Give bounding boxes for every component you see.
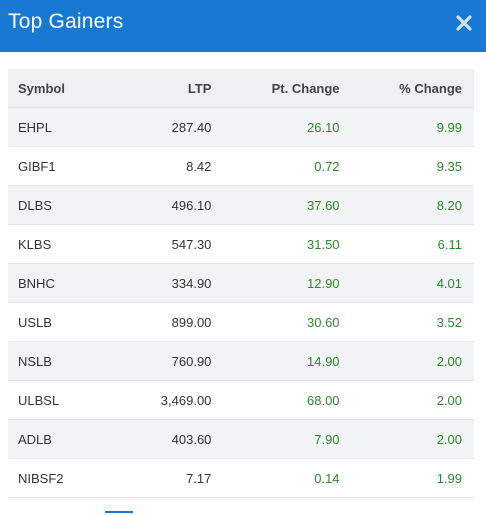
- pt-change-cell: 14.90: [211, 341, 340, 381]
- pct-change-cell: 6.11: [339, 224, 474, 264]
- ltp-cell: 7.17: [117, 458, 212, 498]
- gainers-table-container: Symbol LTP Pt. Change % Change EHPL 287.…: [8, 69, 474, 498]
- ltp-cell: 899.00: [117, 302, 212, 342]
- pct-change-cell: 2.00: [339, 341, 474, 381]
- symbol-cell[interactable]: ADLB: [8, 419, 118, 459]
- modal-title: Top Gainers: [8, 10, 124, 33]
- symbol-cell[interactable]: DLBS: [8, 185, 118, 225]
- symbol-cell[interactable]: BNHC: [8, 263, 118, 303]
- ltp-cell: 287.40: [117, 107, 212, 147]
- pct-change-cell: 3.52: [339, 302, 474, 342]
- table-row[interactable]: ADLB 403.60 7.90 2.00: [8, 419, 474, 459]
- pt-change-cell: 37.60: [211, 185, 340, 225]
- pt-change-cell: 0.72: [211, 146, 340, 186]
- column-header-symbol[interactable]: Symbol: [8, 69, 118, 108]
- ltp-cell: 8.42: [117, 146, 212, 186]
- pagination-indicator[interactable]: [105, 511, 133, 513]
- pt-change-cell: 30.60: [211, 302, 340, 342]
- symbol-cell[interactable]: ULBSL: [8, 380, 118, 420]
- table-row[interactable]: GIBF1 8.42 0.72 9.35: [8, 146, 474, 186]
- table-header-row: Symbol LTP Pt. Change % Change: [8, 69, 474, 108]
- modal-header: Top Gainers: [0, 0, 486, 52]
- pct-change-cell: 9.35: [339, 146, 474, 186]
- table-row[interactable]: NIBSF2 7.17 0.14 1.99: [8, 458, 474, 498]
- symbol-cell[interactable]: NSLB: [8, 341, 118, 381]
- ltp-cell: 496.10: [117, 185, 212, 225]
- close-button[interactable]: [453, 12, 475, 34]
- pt-change-cell: 31.50: [211, 224, 340, 264]
- pct-change-cell: 4.01: [339, 263, 474, 303]
- table-row[interactable]: DLBS 496.10 37.60 8.20: [8, 185, 474, 225]
- symbol-cell[interactable]: KLBS: [8, 224, 118, 264]
- ltp-cell: 3,469.00: [117, 380, 212, 420]
- pt-change-cell: 7.90: [211, 419, 340, 459]
- table-row[interactable]: KLBS 547.30 31.50 6.11: [8, 224, 474, 264]
- pt-change-cell: 26.10: [211, 107, 340, 147]
- column-header-ltp[interactable]: LTP: [117, 69, 212, 108]
- column-header-pct-change[interactable]: % Change: [339, 69, 474, 108]
- pt-change-cell: 12.90: [211, 263, 340, 303]
- column-header-pt-change[interactable]: Pt. Change: [211, 69, 340, 108]
- pct-change-cell: 8.20: [339, 185, 474, 225]
- symbol-cell[interactable]: USLB: [8, 302, 118, 342]
- ltp-cell: 547.30: [117, 224, 212, 264]
- symbol-cell[interactable]: GIBF1: [8, 146, 118, 186]
- pt-change-cell: 0.14: [211, 458, 340, 498]
- table-row[interactable]: ULBSL 3,469.00 68.00 2.00: [8, 380, 474, 420]
- ltp-cell: 334.90: [117, 263, 212, 303]
- table-row[interactable]: NSLB 760.90 14.90 2.00: [8, 341, 474, 381]
- table-row[interactable]: EHPL 287.40 26.10 9.99: [8, 107, 474, 147]
- pct-change-cell: 2.00: [339, 380, 474, 420]
- table-row[interactable]: USLB 899.00 30.60 3.52: [8, 302, 474, 342]
- pct-change-cell: 2.00: [339, 419, 474, 459]
- gainers-table: Symbol LTP Pt. Change % Change EHPL 287.…: [8, 69, 474, 498]
- pt-change-cell: 68.00: [211, 380, 340, 420]
- ltp-cell: 403.60: [117, 419, 212, 459]
- pct-change-cell: 9.99: [339, 107, 474, 147]
- table-row[interactable]: BNHC 334.90 12.90 4.01: [8, 263, 474, 303]
- symbol-cell[interactable]: NIBSF2: [8, 458, 118, 498]
- ltp-cell: 760.90: [117, 341, 212, 381]
- symbol-cell[interactable]: EHPL: [8, 107, 118, 147]
- pct-change-cell: 1.99: [339, 458, 474, 498]
- close-icon: [456, 15, 472, 31]
